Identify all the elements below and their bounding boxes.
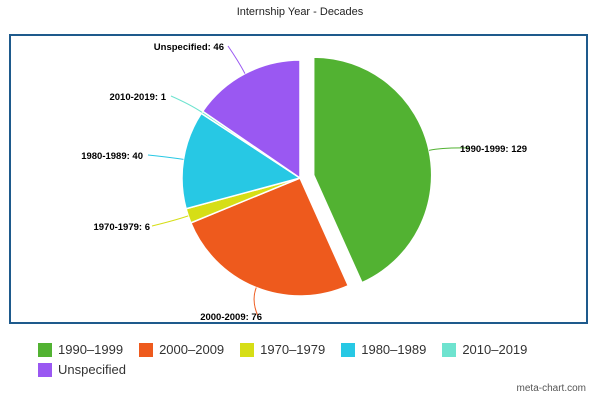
- connector-unspecified: [227, 45, 246, 74]
- slice-label-2000-2009: 2000-2009: 76: [200, 312, 262, 323]
- slice-label-1980-1989: 1980-1989: 40: [81, 151, 143, 162]
- slice-label-1990-1999: 1990-1999: 129: [460, 144, 527, 155]
- legend-swatch-1980-1989: [341, 342, 356, 357]
- slice-label-2010-2019: 2010-2019: 1: [109, 92, 166, 103]
- pie-slice-1980-1989[interactable]: [181, 112, 302, 210]
- legend-label-2010-2019: 2010–2019: [462, 342, 528, 357]
- legend-label-1970-1979: 1970–1979: [260, 342, 326, 357]
- connector-2010-2019: [170, 95, 203, 113]
- credit-text: meta-chart.com: [516, 383, 586, 394]
- legend-label-1990-1999: 1990–1999: [58, 342, 124, 357]
- legend-swatch-2010-2019: [442, 342, 457, 357]
- chart-title: Internship Year - Decades: [236, 6, 364, 18]
- legend-label-unspecified: Unspecified: [58, 362, 126, 377]
- legend-item-1970-1979[interactable]: 1970–1979: [240, 342, 325, 357]
- connector-1990-1999: [428, 147, 471, 151]
- legend-row-1: 1990–1999 2000–2009 1970–1979 1980–1989 …: [38, 342, 588, 357]
- legend-item-unspecified[interactable]: Unspecified: [38, 362, 126, 377]
- legend-row-2: Unspecified: [38, 362, 588, 377]
- connector-1970-1979: [151, 215, 189, 227]
- connector-1980-1989: [147, 154, 184, 160]
- legend-label-2000-2009: 2000–2009: [159, 342, 225, 357]
- legend-swatch-unspecified: [38, 362, 52, 377]
- legend-item-1980-1989[interactable]: 1980–1989: [341, 342, 426, 357]
- legend-swatch-1990-1999: [38, 342, 52, 357]
- legend: 1990–1999 2000–2009 1970–1979 1980–1989 …: [38, 342, 588, 382]
- legend-label-1980-1989: 1980–1989: [361, 342, 427, 357]
- slice-label-unspecified: Unspecified: 46: [154, 42, 224, 53]
- chart-frame: [9, 34, 588, 324]
- legend-swatch-1970-1979: [240, 342, 255, 357]
- legend-swatch-2000-2009: [139, 342, 154, 357]
- pie-slice-unspecified[interactable]: [201, 59, 301, 180]
- legend-item-2000-2009[interactable]: 2000–2009: [139, 342, 224, 357]
- slice-label-1970-1979: 1970-1979: 6: [93, 222, 150, 233]
- legend-item-2010-2019[interactable]: 2010–2019: [442, 342, 527, 357]
- legend-item-1990-1999[interactable]: 1990–1999: [38, 342, 123, 357]
- connector-2000-2009: [253, 287, 259, 317]
